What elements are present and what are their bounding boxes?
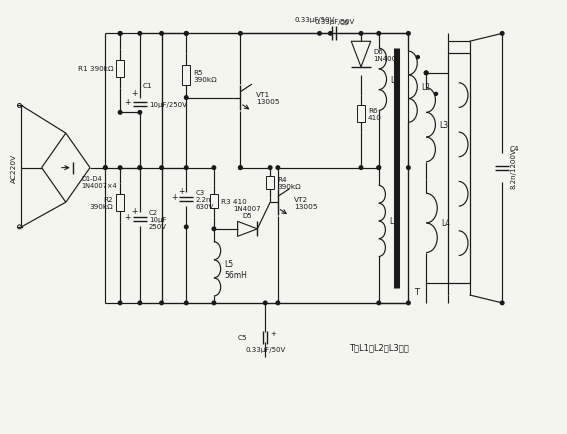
Circle shape	[212, 227, 215, 231]
Circle shape	[434, 93, 438, 96]
Circle shape	[407, 33, 410, 36]
Circle shape	[501, 301, 504, 305]
Text: L2: L2	[421, 83, 430, 92]
Text: R1 390kΩ: R1 390kΩ	[78, 66, 113, 72]
Circle shape	[329, 33, 332, 36]
Text: T: T	[414, 287, 419, 296]
Text: VT1
13005: VT1 13005	[256, 92, 280, 105]
Circle shape	[424, 72, 428, 76]
Circle shape	[160, 33, 163, 36]
Circle shape	[268, 167, 272, 170]
Text: C2
10μF
250V: C2 10μF 250V	[149, 210, 167, 230]
Circle shape	[407, 167, 410, 170]
Circle shape	[138, 167, 142, 170]
Circle shape	[359, 167, 363, 170]
Text: R6
410: R6 410	[368, 108, 382, 121]
Text: +: +	[132, 89, 138, 98]
Text: C5: C5	[238, 335, 247, 341]
Circle shape	[160, 167, 163, 170]
Circle shape	[119, 111, 122, 115]
Circle shape	[138, 111, 142, 115]
Text: D6
1N4007: D6 1N4007	[374, 49, 401, 62]
Circle shape	[119, 33, 122, 36]
Text: 0.33μF/50V: 0.33μF/50V	[294, 16, 335, 23]
Bar	[183, 66, 190, 86]
Text: R5
390kΩ: R5 390kΩ	[193, 70, 217, 82]
Text: VT2
13005: VT2 13005	[294, 196, 318, 209]
Text: 8.2n/1200V: 8.2n/1200V	[510, 148, 516, 188]
Bar	[266, 176, 274, 190]
Circle shape	[501, 33, 504, 36]
Circle shape	[359, 33, 363, 36]
Circle shape	[318, 33, 321, 36]
Text: C3
2.2n
630V: C3 2.2n 630V	[195, 190, 213, 210]
Circle shape	[160, 301, 163, 305]
Circle shape	[138, 167, 142, 170]
Bar	[357, 105, 365, 122]
Circle shape	[212, 301, 215, 305]
Circle shape	[377, 167, 380, 170]
Circle shape	[264, 301, 267, 305]
Text: +: +	[132, 206, 138, 215]
Circle shape	[377, 33, 380, 36]
Text: T由L1，L2，L3构成: T由L1，L2，L3构成	[349, 343, 409, 352]
Bar	[116, 194, 124, 212]
Circle shape	[104, 167, 107, 170]
Text: 10μF/250V: 10μF/250V	[149, 102, 187, 108]
Circle shape	[239, 33, 242, 36]
Text: +: +	[125, 212, 131, 221]
Circle shape	[138, 33, 142, 36]
Text: +: +	[178, 187, 184, 195]
Text: R3 410: R3 410	[221, 199, 247, 205]
Circle shape	[424, 72, 428, 76]
Text: C4: C4	[510, 145, 520, 151]
Circle shape	[138, 301, 142, 305]
Circle shape	[119, 301, 122, 305]
Circle shape	[184, 33, 188, 36]
Text: C6: C6	[339, 20, 349, 26]
Circle shape	[239, 167, 242, 170]
Text: L5
56mH: L5 56mH	[224, 260, 247, 279]
Text: +: +	[171, 192, 177, 201]
Circle shape	[276, 167, 280, 170]
Bar	[210, 194, 218, 209]
Circle shape	[377, 301, 380, 305]
Bar	[448, 54, 469, 283]
Text: L6: L6	[390, 76, 399, 85]
Circle shape	[407, 301, 410, 305]
Text: +: +	[270, 330, 276, 336]
Circle shape	[119, 167, 122, 170]
Text: L4: L4	[441, 219, 450, 228]
Text: L1: L1	[389, 217, 398, 226]
Circle shape	[184, 167, 188, 170]
Text: 1N4007
D5: 1N4007 D5	[234, 206, 261, 219]
Text: R2
390kΩ: R2 390kΩ	[90, 197, 113, 210]
Text: C1: C1	[143, 82, 153, 89]
Circle shape	[416, 56, 420, 59]
Circle shape	[184, 301, 188, 305]
Text: AC220V: AC220V	[10, 154, 16, 183]
Text: L3: L3	[439, 121, 448, 130]
Bar	[162, 34, 408, 303]
Circle shape	[104, 167, 107, 170]
Bar	[116, 61, 124, 78]
Circle shape	[184, 96, 188, 100]
Text: 0.33μF/50V: 0.33μF/50V	[245, 346, 285, 352]
Text: R4
390kΩ: R4 390kΩ	[277, 177, 301, 190]
Circle shape	[184, 226, 188, 229]
Circle shape	[212, 167, 215, 170]
Text: 0.33μF/50V: 0.33μF/50V	[314, 20, 354, 26]
Circle shape	[119, 33, 122, 36]
Circle shape	[276, 301, 280, 305]
Circle shape	[184, 33, 188, 36]
Circle shape	[377, 167, 380, 170]
Text: D1-D4
1N4007×4: D1-D4 1N4007×4	[82, 175, 117, 188]
Circle shape	[239, 167, 242, 170]
Text: +: +	[125, 98, 131, 107]
